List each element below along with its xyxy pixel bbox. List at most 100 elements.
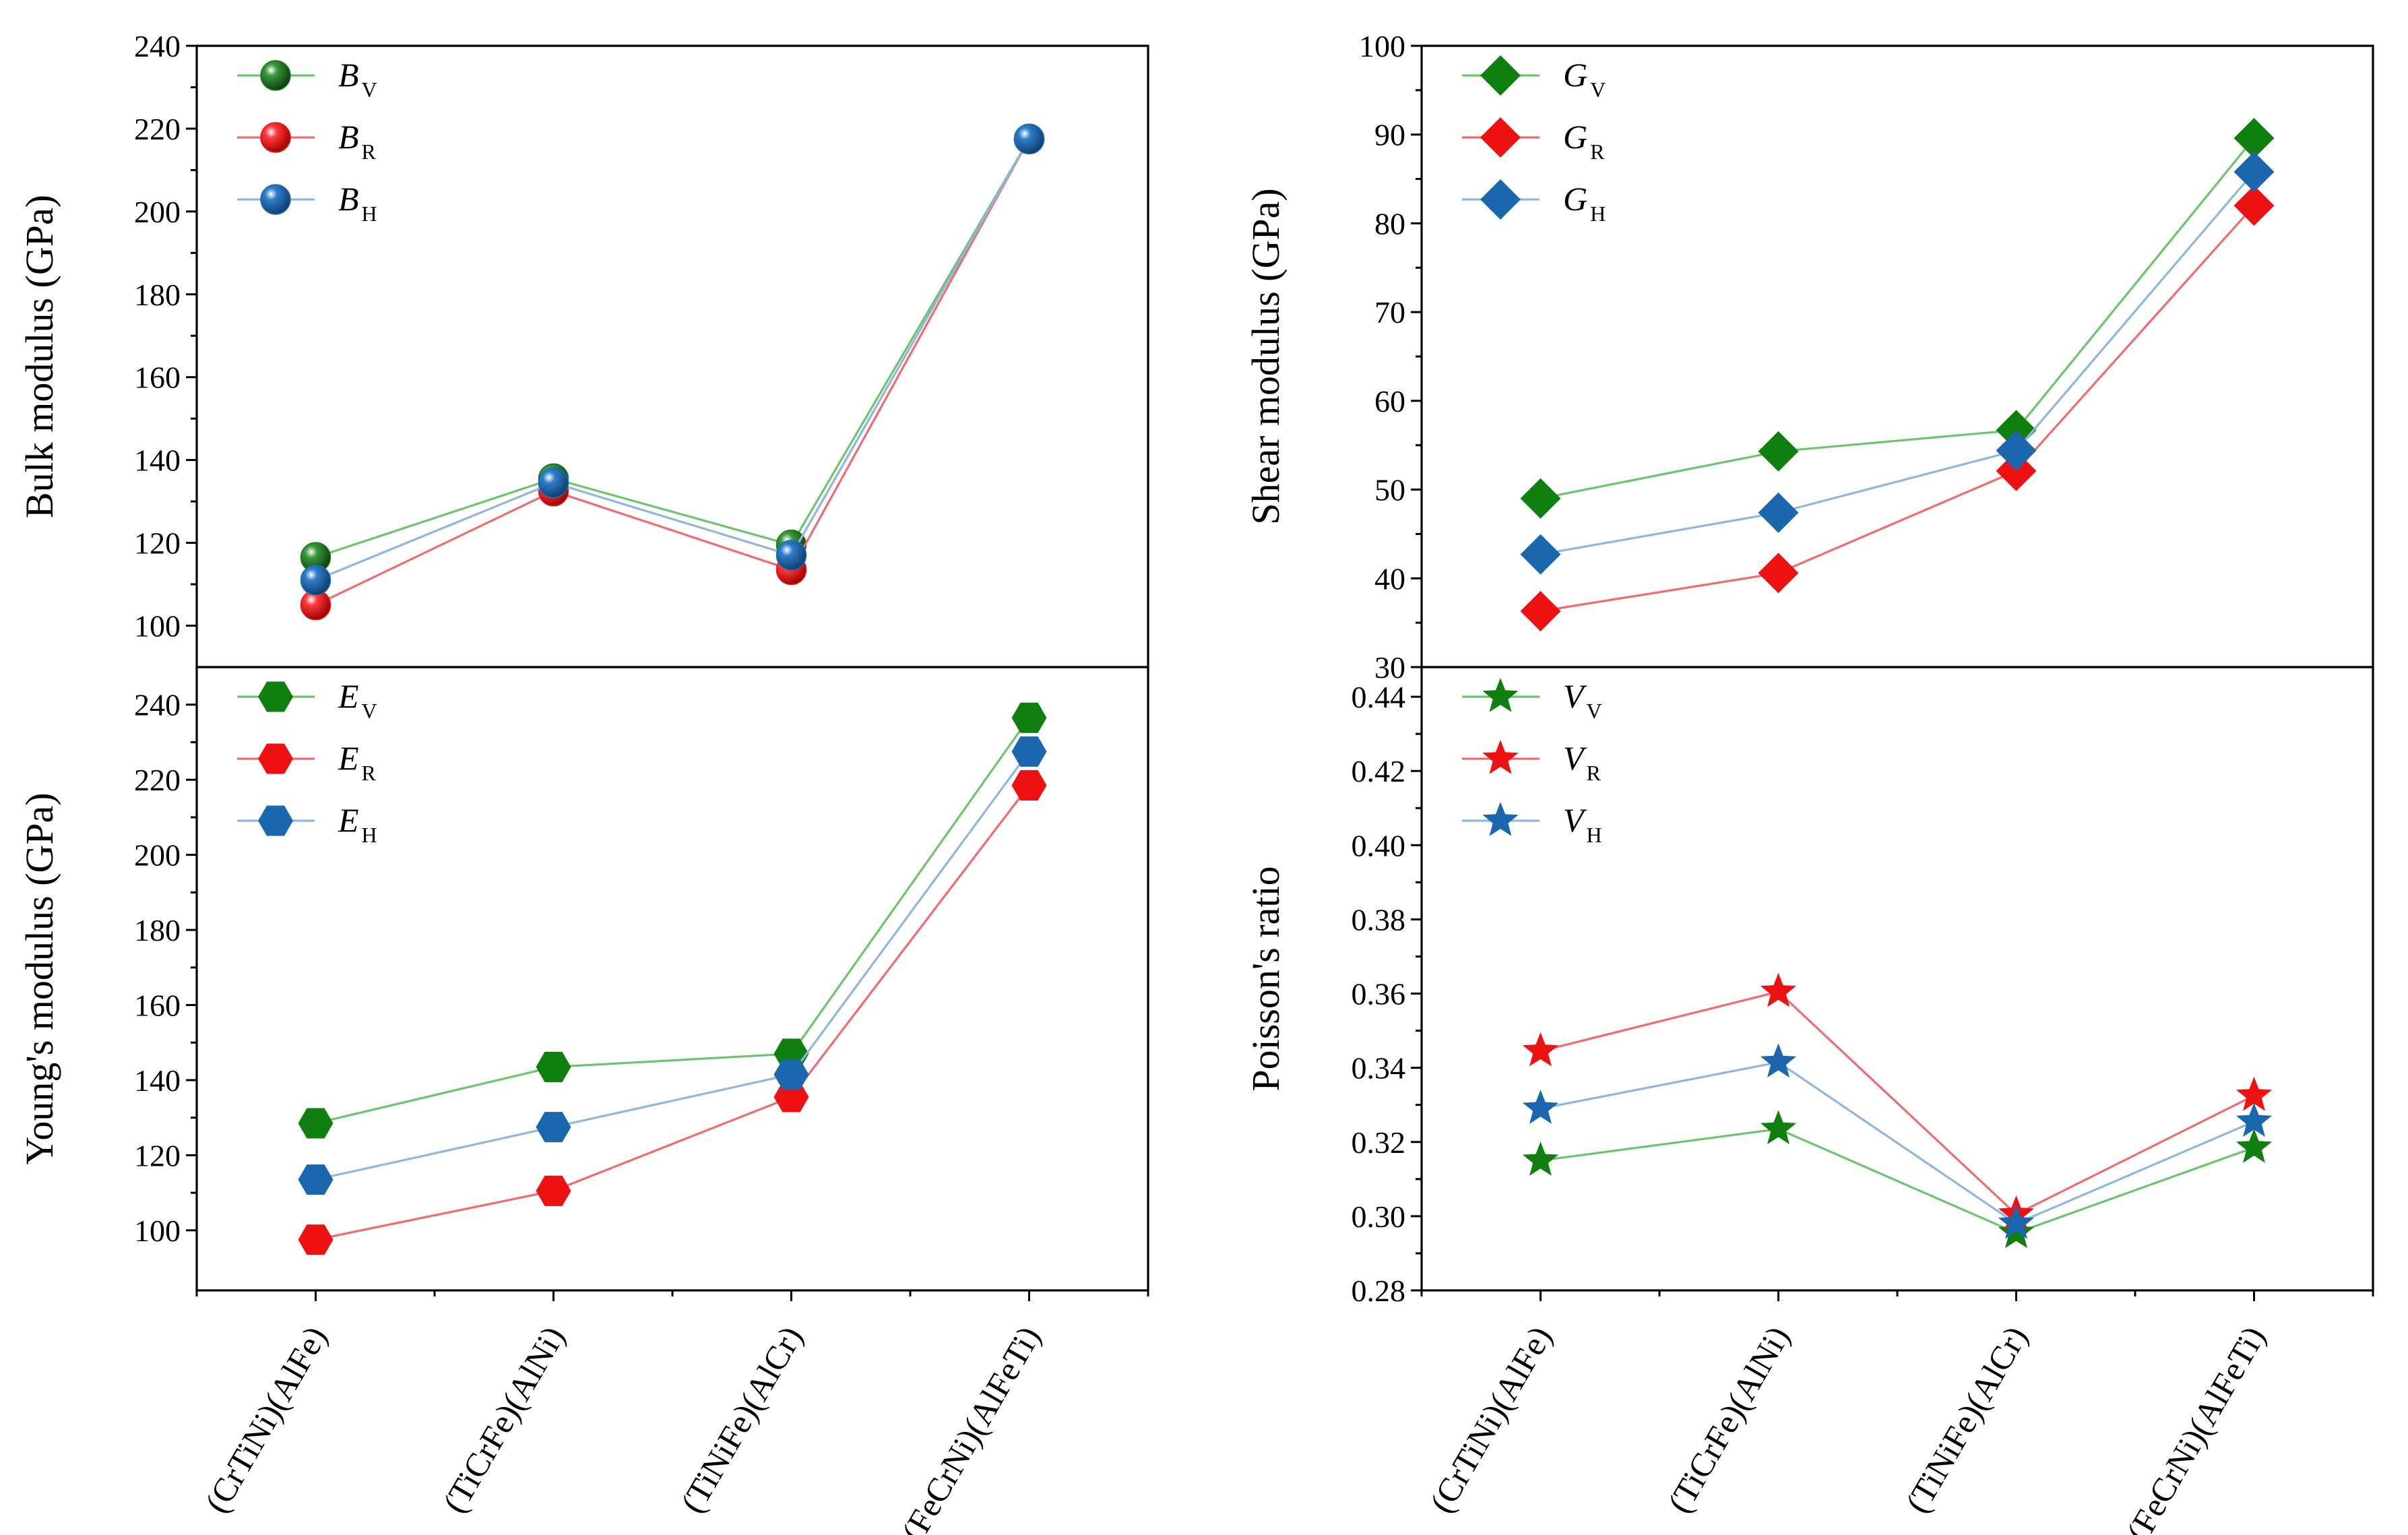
young-series-line (315, 784, 1030, 1241)
bulk-y-tick-label: 100 (134, 609, 181, 644)
bulk-y-axis-title: Bulk modulus (GPa) (18, 195, 61, 518)
shear-y-tick-label: 60 (1374, 384, 1405, 418)
poisson-data-point (1760, 1043, 1797, 1077)
bulk-data-point (775, 540, 807, 571)
young-y-tick-label: 200 (134, 838, 181, 873)
poisson-series-H (1522, 1043, 2273, 1239)
bulk-y-tick-label: 140 (134, 443, 181, 478)
poisson-legend: V V V R V H (1462, 677, 1602, 847)
bulk-data-point (1013, 123, 1045, 155)
poisson-data-point (2236, 1129, 2273, 1163)
shear-y-tick-label: 80 (1374, 206, 1405, 241)
young-data-point (1011, 770, 1047, 801)
shear-y-tick-label: 50 (1374, 473, 1405, 507)
bulk-y-tick-label: 120 (134, 526, 181, 561)
young-data-point (536, 1051, 571, 1082)
shear-data-point (1758, 431, 1799, 472)
poisson-data-point (1760, 1110, 1797, 1145)
bulk-series-line (315, 138, 1030, 606)
young-series-V (298, 702, 1047, 1139)
young-legend-marker (258, 805, 293, 836)
shear-legend-marker (1480, 55, 1521, 96)
poisson-legend-marker (1482, 740, 1519, 774)
shear-data-point (1758, 553, 1799, 594)
bulk-series-line (315, 138, 1030, 559)
bulk-data-point (300, 565, 331, 596)
bulk-y-tick-label: 240 (134, 29, 181, 63)
bulk-y-tick-label: 160 (134, 361, 181, 395)
poisson-data-point (2236, 1076, 2273, 1111)
shear-y-tick-label: 100 (1359, 29, 1405, 63)
chart-panels: 100 120 140 160 180 200 220 240 Bulk modulus (GP… (18, 29, 2374, 1535)
young-x-category-label: (TiCrFe)(AlNi) (435, 1320, 572, 1520)
young-x-category-label: (CrTiNi)(AlFe) (197, 1320, 334, 1520)
young-y-tick-label: 220 (134, 763, 181, 797)
shear-series-H (1520, 152, 2275, 575)
poisson-series-R (1522, 972, 2273, 1230)
young-data-point (298, 1108, 334, 1139)
bulk-series-R (300, 123, 1045, 621)
young-y-tick-label: 240 (134, 688, 181, 722)
young-data-point (536, 1175, 571, 1206)
young-y-axis-title: Young's modulus (GPa) (18, 792, 61, 1164)
poisson-y-tick-label: 0.44 (1352, 680, 1406, 714)
young-x-category-label: (TiNiFe)(AlCr) (673, 1320, 810, 1520)
shear-data-point (1996, 450, 2037, 491)
bulk-chart: 100 120 140 160 180 200 220 240 Bulk modulus (GP… (18, 29, 1149, 668)
young-data-point (1011, 702, 1047, 733)
bulk-y-tick-label: 180 (134, 278, 181, 312)
bulk-legend-marker (260, 122, 291, 153)
young-y-tick-label: 140 (134, 1063, 181, 1098)
poisson-legend-marker (1482, 678, 1519, 712)
young-legend-marker (258, 681, 293, 712)
shear-series-line (1540, 205, 2255, 613)
young-data-point (1011, 736, 1047, 767)
young-series-line (315, 751, 1030, 1181)
poisson-data-point (1760, 972, 1797, 1007)
poisson-series-line (1540, 991, 2255, 1216)
shear-chart: 30 40 50 60 70 80 90 100 Shear modulus (GPa) G V G R… (1244, 29, 2374, 685)
poisson-y-axis-title: Poisson's ratio (1244, 866, 1288, 1091)
shear-y-tick-label: 90 (1374, 118, 1405, 152)
shear-data-point (1520, 478, 1561, 519)
shear-data-point (1520, 591, 1561, 632)
poisson-x-category-label: (CrTiNi)(AlFe) (1422, 1320, 1559, 1520)
young-y-tick-label: 120 (134, 1138, 181, 1172)
shear-data-point (1758, 492, 1799, 533)
shear-data-point (1520, 534, 1561, 575)
shear-data-point (2233, 185, 2275, 226)
young-series-line (315, 717, 1030, 1125)
poisson-y-tick-label: 0.40 (1352, 828, 1406, 863)
shear-y-tick-label: 40 (1374, 561, 1405, 596)
shear-data-point (2233, 152, 2275, 193)
poisson-y-tick-label: 0.36 (1352, 977, 1406, 1011)
poisson-series-line (1540, 1127, 2255, 1234)
shear-legend-marker (1480, 179, 1521, 220)
poisson-legend-marker (1482, 802, 1519, 836)
shear-data-point (2233, 117, 2275, 158)
shear-series-line (1540, 137, 2255, 500)
young-y-tick-label: 160 (134, 989, 181, 1023)
shear-y-axis-title: Shear modulus (GPa) (1244, 188, 1288, 524)
poisson-y-tick-label: 0.32 (1352, 1125, 1406, 1160)
young-y-tick-label: 180 (134, 913, 181, 947)
young-data-point (773, 1059, 809, 1090)
poisson-y-tick-label: 0.42 (1352, 754, 1406, 788)
poisson-chart: 0.28 0.30 0.32 0.34 0.36 0.38 0.40 0.42 0.44 Pois… (1244, 666, 2374, 1535)
shear-series-line (1540, 170, 2255, 556)
young-data-point (298, 1224, 334, 1255)
poisson-y-tick-label: 0.28 (1352, 1274, 1406, 1308)
poisson-x-category-label: (FeCrNi)(AlFeTi) (2119, 1320, 2273, 1535)
young-chart: 100 120 140 160 180 200 220 240 Young's modulus … (18, 666, 1149, 1535)
shear-series-R (1520, 185, 2275, 632)
shear-y-tick-label: 30 (1374, 650, 1405, 685)
bulk-legend-marker (260, 60, 291, 91)
shear-data-point (1996, 430, 2037, 471)
poisson-series-V (1522, 1110, 2273, 1249)
